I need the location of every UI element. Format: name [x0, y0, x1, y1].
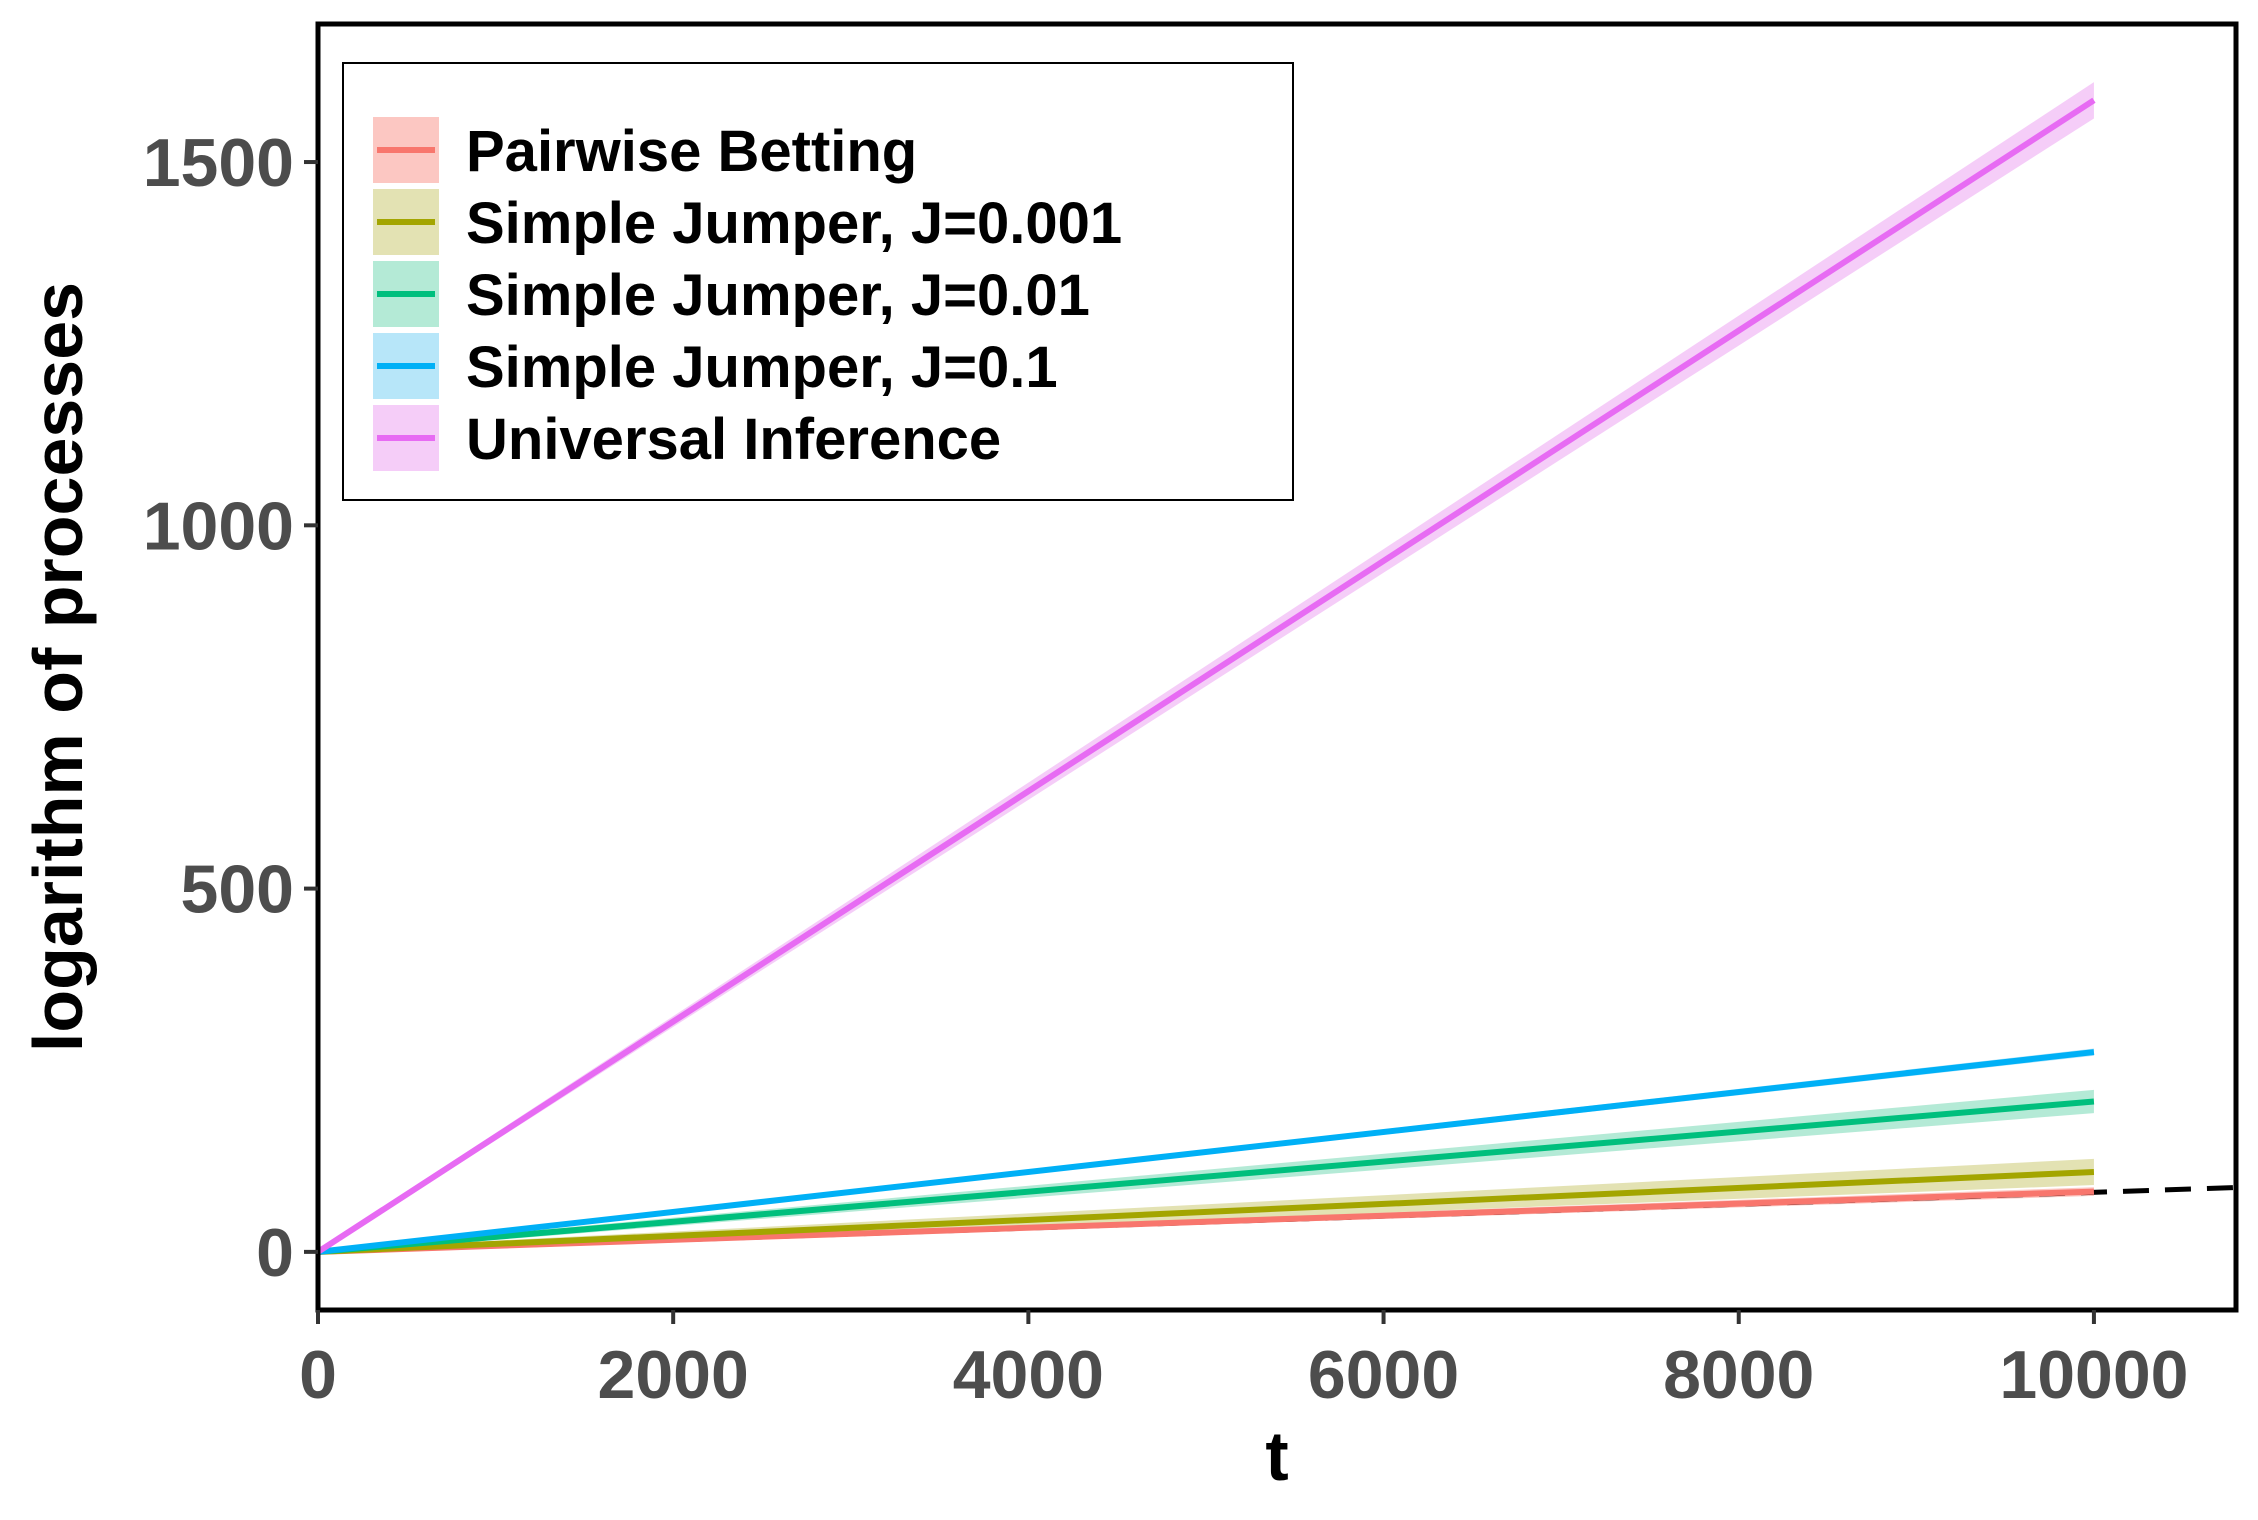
- x-tick-label: 2000: [598, 1337, 749, 1413]
- series-line-1: [317, 1168, 2095, 1255]
- legend-box: [342, 62, 1294, 501]
- x-tick-label: 6000: [1308, 1337, 1459, 1413]
- x-tick-label: 4000: [953, 1337, 1104, 1413]
- x-tick-label: 0: [299, 1337, 337, 1413]
- legend-label: Universal Inference: [466, 407, 1001, 472]
- x-axis: 0 2000 4000 6000 8000 10000: [299, 1310, 2188, 1413]
- x-tick-label: 10000: [1999, 1337, 2188, 1413]
- series-line-2: [317, 1098, 2095, 1255]
- y-tick-label: 1000: [143, 488, 294, 564]
- x-tick-label: 8000: [1663, 1337, 1814, 1413]
- series-lines: [316, 97, 2096, 1255]
- legend-label: Simple Jumper, J=0.1: [466, 335, 1058, 400]
- y-axis: 0 500 1000 1500: [143, 125, 318, 1291]
- legend-label: Simple Jumper, J=0.001: [466, 191, 1122, 256]
- x-axis-title: t: [1265, 1417, 1288, 1495]
- series-line-3: [317, 1049, 2095, 1255]
- legend-label: Simple Jumper, J=0.01: [466, 263, 1090, 328]
- series-line-4: [316, 97, 2096, 1255]
- legend-label: Pairwise Betting: [466, 119, 917, 184]
- series-line-0: [317, 1188, 2095, 1255]
- plot-panel-border: [315, 21, 2239, 1313]
- legend: Pairwise Betting Simple Jumper, J=0.001 Si…: [342, 62, 1294, 501]
- y-tick-label: 1500: [143, 125, 294, 201]
- y-tick-label: 500: [181, 852, 294, 928]
- y-tick-label: 0: [256, 1215, 294, 1291]
- y-axis-title: logarithm of processes: [19, 282, 97, 1052]
